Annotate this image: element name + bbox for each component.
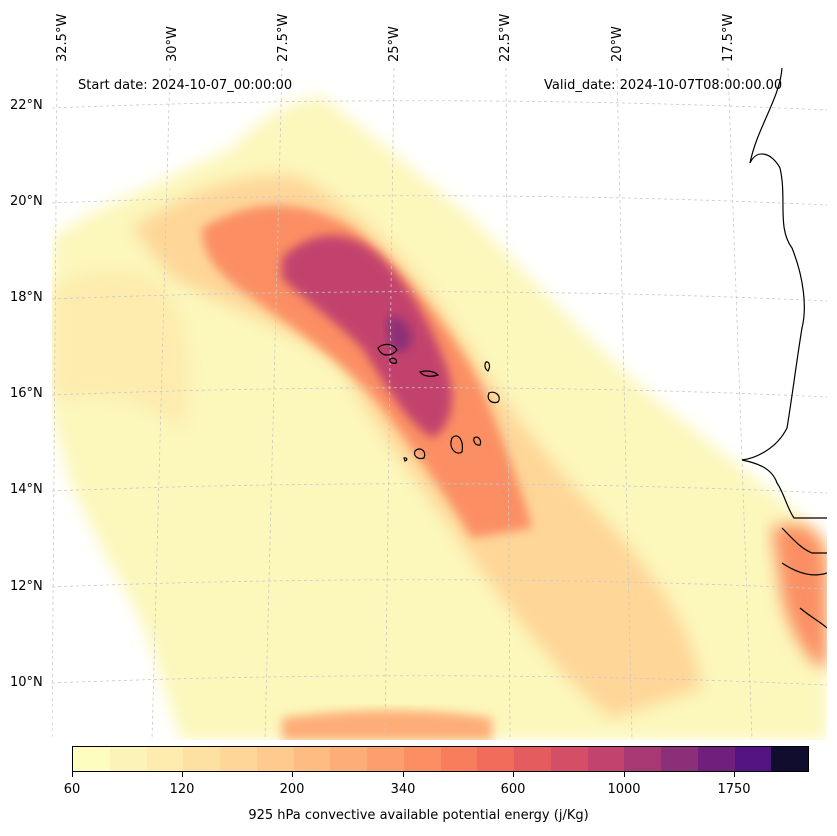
colorbar-segment [146, 747, 184, 771]
colorbar-segment [477, 747, 514, 771]
lat-label-18n: 18°N [10, 290, 43, 305]
island-maio [473, 436, 482, 446]
lon-label-27-5w: 27.5°W [276, 13, 291, 62]
colorbar-segment [293, 747, 331, 771]
coastlines [377, 68, 827, 629]
colorbar-tick-200: 200 [279, 782, 305, 797]
colorbar-tick-mark [513, 772, 514, 777]
lat-label-14n: 14°N [10, 482, 43, 497]
colorbar-segment [514, 747, 551, 771]
island-sao-nicolau [418, 370, 440, 377]
island-boa-vista [487, 391, 500, 404]
lat-label-12n: 12°N [10, 579, 43, 594]
cape-field-peak [387, 316, 412, 352]
cape-field-west-lobe [52, 270, 189, 428]
lon-label-25w: 25°W [387, 26, 402, 62]
colorbar-segment [661, 747, 698, 771]
colorbar-tick-60: 60 [63, 782, 81, 797]
colorbar-segment [330, 747, 367, 771]
lon-label-17-5w: 17.5°W [721, 13, 736, 62]
start-date-text: Start date: 2024-10-07_00:00:00 [78, 78, 293, 93]
lat-label-16n: 16°N [10, 386, 43, 401]
colorbar-segment [220, 747, 257, 771]
colorbar-segment [256, 747, 294, 771]
colorbar-tick-340: 340 [390, 782, 416, 797]
colorbar-segment [183, 747, 220, 771]
island-santiago [450, 435, 463, 454]
colorbar-tick-1750: 1750 [717, 782, 751, 797]
lat-label-22n: 22°N [10, 98, 43, 113]
colorbar-segment [440, 747, 478, 771]
island-sal [484, 361, 491, 372]
colorbar [72, 746, 809, 772]
gridlines [52, 68, 827, 740]
cape-field-core [282, 235, 452, 438]
colorbar-segment [367, 747, 404, 771]
colorbar-tick-mark [292, 772, 293, 777]
island-brava [403, 457, 408, 462]
valid-date-text: Valid_date: 2024-10-07T08:00:00.00 [544, 78, 783, 93]
cape-map [52, 68, 827, 740]
island-fogo [413, 448, 426, 460]
colorbar-segment [697, 747, 735, 771]
colorbar-tick-mark [72, 772, 73, 777]
colorbar-tick-1000: 1000 [607, 782, 641, 797]
colorbar-segment [403, 747, 441, 771]
lat-label-10n: 10°N [10, 675, 43, 690]
colorbar-segment [550, 747, 588, 771]
colorbar-tick-mark [182, 772, 183, 777]
island-sao-vicente [389, 357, 398, 364]
colorbar-segment [624, 747, 661, 771]
cape-field-band-3 [202, 205, 532, 538]
lat-label-20n: 20°N [10, 194, 43, 209]
colorbar-tick-mark [624, 772, 625, 777]
lon-label-20w: 20°W [610, 26, 625, 62]
colorbar-segment [73, 747, 110, 771]
colorbar-tick-600: 600 [500, 782, 526, 797]
colorbar-segment [109, 747, 147, 771]
colorbar-segment [771, 747, 808, 771]
colorbar-label: 925 hPa convective available potential e… [248, 808, 589, 823]
lon-label-32-5w: 32.5°W [55, 13, 70, 62]
colorbar-segment [734, 747, 772, 771]
lon-label-30w: 30°W [165, 26, 180, 62]
cape-field-southeast [772, 524, 827, 668]
colorbar-segment [587, 747, 625, 771]
lon-label-22-5w: 22.5°W [498, 13, 513, 62]
colorbar-tick-120: 120 [169, 782, 195, 797]
island-santo-antao [377, 343, 398, 356]
cape-field-south-strip [282, 710, 492, 740]
africa-coastline [741, 68, 827, 629]
colorbar-tick-mark [734, 772, 735, 777]
colorbar-tick-mark [403, 772, 404, 777]
